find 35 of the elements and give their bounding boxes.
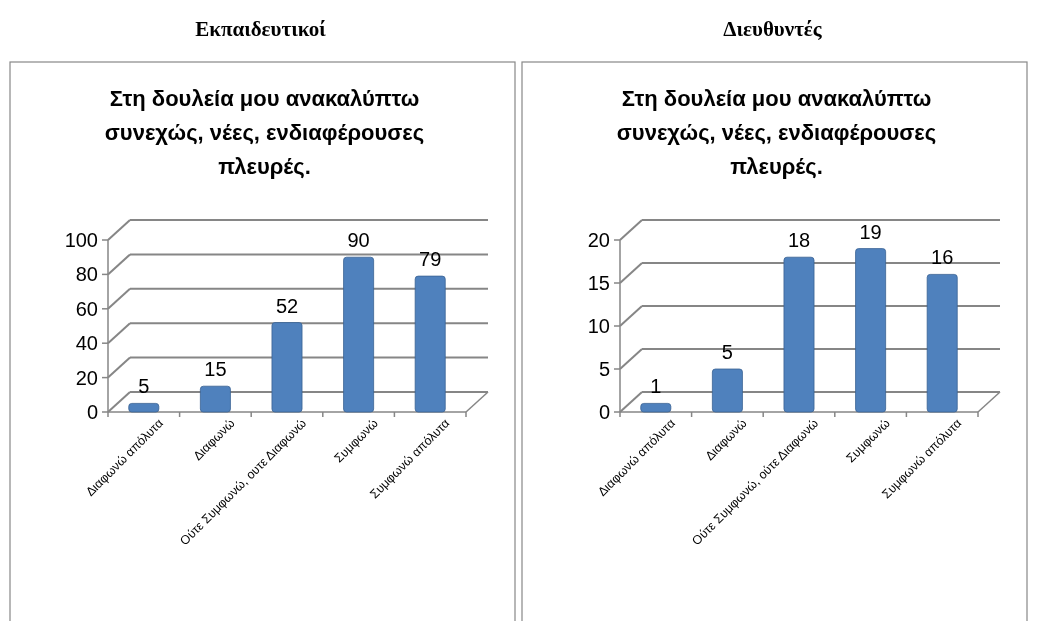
y-tick-label: 80 <box>75 263 98 286</box>
y-tick-label: 20 <box>75 366 98 389</box>
y-tick-label: 0 <box>598 401 610 423</box>
data-label: 15 <box>204 358 227 381</box>
bar <box>199 385 231 413</box>
bar <box>783 256 815 413</box>
data-label: 16 <box>931 246 954 269</box>
bar <box>271 322 303 413</box>
data-label: 5 <box>721 341 733 363</box>
bar <box>640 403 672 413</box>
bar <box>414 275 446 413</box>
y-tick-label: 10 <box>587 315 610 337</box>
bar <box>855 248 887 413</box>
bar <box>343 256 375 413</box>
data-label: 79 <box>419 248 442 271</box>
y-tick-label: 0 <box>86 401 98 423</box>
y-tick-label: 20 <box>587 229 610 251</box>
y-tick-label: 100 <box>64 229 98 251</box>
bar <box>711 368 743 413</box>
data-label: 90 <box>347 229 370 252</box>
data-label: 18 <box>787 229 811 252</box>
y-tick-label: 5 <box>598 358 610 380</box>
data-label: 5 <box>138 375 150 398</box>
chart-subtitle: Στη δουλεία μου ανακαλύπτω συνεχώς, νέες, ενδιαφέρουσες πλευρές. <box>104 86 425 179</box>
chart-title: Εκπαιδευτικοί <box>195 17 327 41</box>
y-tick-label: 15 <box>587 272 610 294</box>
data-label: 52 <box>275 294 299 317</box>
bar <box>128 403 160 413</box>
data-label: 1 <box>650 375 662 398</box>
data-label: 19 <box>859 220 882 243</box>
bar <box>926 274 958 413</box>
chart-title: Διευθυντές <box>723 17 823 41</box>
y-tick-label: 40 <box>75 332 98 355</box>
chart-subtitle: Στη δουλεία μου ανακαλύπτω συνεχώς, νέες, ενδιαφέρουσες πλευρές. <box>616 86 937 179</box>
y-tick-label: 60 <box>75 297 98 320</box>
